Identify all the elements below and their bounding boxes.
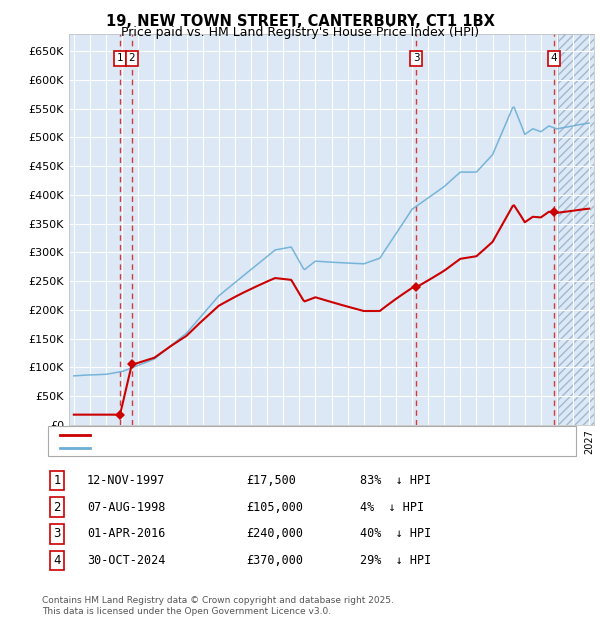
Text: HPI: Average price, detached house, Canterbury: HPI: Average price, detached house, Cant… <box>99 443 351 453</box>
Text: 3: 3 <box>413 53 419 63</box>
Text: 07-AUG-1998: 07-AUG-1998 <box>87 501 166 513</box>
Text: 1: 1 <box>117 53 124 63</box>
Text: 19, NEW TOWN STREET, CANTERBURY, CT1 1BX (detached house): 19, NEW TOWN STREET, CANTERBURY, CT1 1BX… <box>99 430 443 440</box>
Text: 2: 2 <box>128 53 135 63</box>
Text: 01-APR-2016: 01-APR-2016 <box>87 528 166 540</box>
Bar <box>558 34 594 425</box>
Text: £370,000: £370,000 <box>246 554 303 567</box>
Text: 40%  ↓ HPI: 40% ↓ HPI <box>360 528 431 540</box>
Text: £17,500: £17,500 <box>246 474 296 487</box>
Text: 29%  ↓ HPI: 29% ↓ HPI <box>360 554 431 567</box>
Text: £240,000: £240,000 <box>246 528 303 540</box>
Text: 4%  ↓ HPI: 4% ↓ HPI <box>360 501 424 513</box>
Text: 83%  ↓ HPI: 83% ↓ HPI <box>360 474 431 487</box>
Bar <box>558 34 594 425</box>
Text: Contains HM Land Registry data © Crown copyright and database right 2025.
This d: Contains HM Land Registry data © Crown c… <box>42 596 394 616</box>
Text: 30-OCT-2024: 30-OCT-2024 <box>87 554 166 567</box>
Text: 1: 1 <box>53 474 61 487</box>
Text: 19, NEW TOWN STREET, CANTERBURY, CT1 1BX: 19, NEW TOWN STREET, CANTERBURY, CT1 1BX <box>106 14 494 29</box>
Text: 2: 2 <box>53 501 61 513</box>
Text: 12-NOV-1997: 12-NOV-1997 <box>87 474 166 487</box>
Text: Price paid vs. HM Land Registry's House Price Index (HPI): Price paid vs. HM Land Registry's House … <box>121 26 479 39</box>
Text: 4: 4 <box>551 53 557 63</box>
Text: 4: 4 <box>53 554 61 567</box>
Text: £105,000: £105,000 <box>246 501 303 513</box>
Text: 3: 3 <box>53 528 61 540</box>
